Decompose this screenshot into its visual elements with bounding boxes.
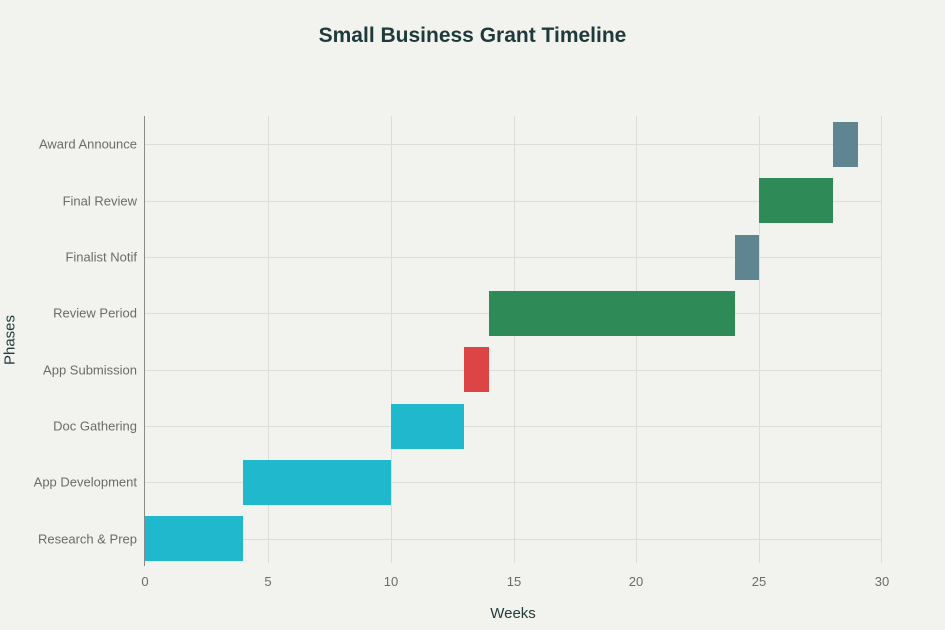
y-tick-label: Doc Gathering: [53, 418, 137, 434]
plot-area: [145, 116, 882, 563]
y-tick-label: App Development: [33, 474, 137, 490]
gridline-row: [145, 426, 882, 427]
y-tick-label: Review Period: [53, 305, 137, 321]
x-tick-label: 30: [874, 574, 890, 589]
x-tick-label: 20: [628, 574, 644, 589]
y-tick-label: Research & Prep: [38, 531, 137, 547]
bar-final-review[interactable]: [759, 178, 833, 223]
gridline-row: [145, 144, 882, 145]
gridline-row: [145, 482, 882, 483]
x-tick-label: 0: [141, 574, 149, 589]
x-tick-label: 5: [264, 574, 272, 589]
x-axis-title: Weeks: [490, 605, 536, 622]
y-axis-line: [144, 116, 145, 566]
x-tick-label: 25: [751, 574, 767, 589]
bar-doc-gathering[interactable]: [390, 404, 465, 449]
y-tick-label: App Submission: [43, 362, 137, 378]
bar-award-announce[interactable]: [833, 122, 858, 167]
y-tick-label: Finalist Notif: [65, 249, 137, 265]
bar-app-development[interactable]: [243, 460, 391, 505]
gridline-x-10: [390, 116, 392, 563]
gridline-row: [145, 539, 882, 540]
bar-app-submission[interactable]: [464, 347, 489, 392]
x-tick-label: 10: [383, 574, 399, 589]
gridline-x-5: [267, 116, 269, 563]
bar-review-period[interactable]: [489, 291, 735, 336]
gridline-x-15: [513, 116, 515, 563]
x-tick-label: 15: [506, 574, 522, 589]
y-tick-label: Final Review: [62, 193, 137, 209]
bar-research-prep[interactable]: [145, 516, 244, 561]
bar-finalist-notif[interactable]: [734, 235, 760, 280]
gridline-x-25: [759, 116, 761, 563]
y-axis-title: Phases: [1, 314, 19, 366]
gridline-row: [145, 257, 882, 258]
gridline-x-20: [636, 116, 638, 563]
gridline-row: [145, 201, 882, 202]
chart-title: Small Business Grant Timeline: [318, 24, 627, 47]
gridline-x-30: [881, 116, 882, 563]
y-tick-label: Award Announce: [38, 136, 137, 152]
gridline-row: [145, 370, 882, 371]
